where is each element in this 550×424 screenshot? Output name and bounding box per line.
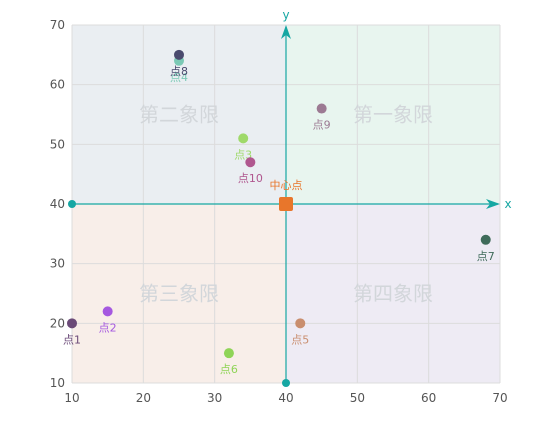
x-tick-label: 70 <box>492 391 507 405</box>
y-tick-label: 50 <box>50 137 65 151</box>
quadrant-4-area <box>286 204 500 383</box>
data-point <box>245 157 256 168</box>
data-point-label: 点1 <box>63 333 81 346</box>
data-point-label: 点8 <box>170 65 188 78</box>
y-tick-label: 10 <box>50 376 65 390</box>
y-axis-start-dot <box>282 379 290 387</box>
y-tick-label: 70 <box>50 18 65 32</box>
quadrant-3-area <box>72 204 286 383</box>
data-point <box>295 318 306 329</box>
data-point-label: 点4 <box>170 71 188 84</box>
y-tick-label: 30 <box>50 257 65 271</box>
data-point <box>238 133 249 144</box>
y-tick-label: 40 <box>50 197 65 211</box>
y-tick-label: 20 <box>50 316 65 330</box>
data-point-label: 点2 <box>99 321 117 334</box>
data-point <box>480 234 491 245</box>
data-point <box>223 348 234 359</box>
x-axis-arrowhead <box>486 199 500 209</box>
data-point <box>102 306 113 317</box>
x-tick-label: 30 <box>207 391 222 405</box>
data-point-label: 点6 <box>220 363 238 376</box>
y-tick-label: 60 <box>50 78 65 92</box>
center-point <box>279 197 293 211</box>
y-axis-arrowhead <box>281 25 291 39</box>
center-point-label: 中心点 <box>270 179 303 192</box>
data-point-label: 点5 <box>291 333 309 346</box>
data-point <box>316 103 327 114</box>
x-tick-label: 40 <box>278 391 293 405</box>
data-point-label: 点10 <box>238 172 263 185</box>
quadrant-4-label: 第四象限 <box>353 282 433 306</box>
x-tick-label: 50 <box>350 391 365 405</box>
y-axis-label: y <box>282 8 289 22</box>
x-axis-label: x <box>504 197 511 211</box>
quadrant-3-label: 第三象限 <box>139 282 219 306</box>
x-tick-label: 10 <box>64 391 79 405</box>
data-point <box>174 49 184 60</box>
data-point <box>67 318 77 329</box>
x-tick-label: 60 <box>421 391 436 405</box>
quadrant-1-label: 第一象限 <box>353 103 433 127</box>
data-point-label: 点9 <box>313 119 331 132</box>
x-axis-start-dot <box>68 200 76 208</box>
quadrant-2-label: 第二象限 <box>139 103 219 127</box>
quadrant-1-area <box>286 25 500 204</box>
x-tick-label: 20 <box>136 391 151 405</box>
data-point-label: 点7 <box>477 250 495 263</box>
